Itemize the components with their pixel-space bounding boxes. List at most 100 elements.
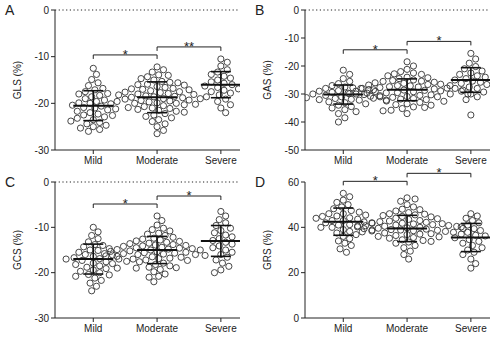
data-point xyxy=(208,89,214,95)
mean-line xyxy=(323,221,363,223)
data-point xyxy=(143,113,149,119)
y-tick xyxy=(301,227,305,228)
data-point xyxy=(140,86,146,92)
data-point xyxy=(407,248,413,254)
data-point xyxy=(149,69,155,75)
data-point xyxy=(434,94,440,100)
data-point xyxy=(484,81,490,87)
data-point xyxy=(149,105,155,111)
data-point xyxy=(229,241,235,247)
data-point xyxy=(93,98,99,104)
mean-line xyxy=(201,84,240,86)
y-axis-label: GAS (%) xyxy=(262,60,273,99)
data-point xyxy=(81,112,87,118)
data-point xyxy=(481,89,487,95)
data-point xyxy=(141,104,147,110)
marks xyxy=(305,50,490,125)
data-point xyxy=(157,90,163,96)
data-point xyxy=(106,272,112,278)
data-point xyxy=(353,109,359,115)
sd-cap xyxy=(147,236,167,238)
data-point xyxy=(355,223,361,229)
data-point xyxy=(103,253,109,259)
significance-label: * xyxy=(373,42,378,57)
data-point xyxy=(404,195,410,201)
data-point xyxy=(363,212,369,218)
data-point xyxy=(97,92,103,98)
sd-cap xyxy=(461,251,481,253)
mean-line xyxy=(451,237,490,239)
data-point xyxy=(170,234,176,240)
data-point xyxy=(393,102,399,108)
data-point xyxy=(127,248,133,254)
y-tick-label: -20 xyxy=(285,61,300,72)
y-tick-label: 0 xyxy=(293,313,299,324)
data-point xyxy=(154,131,160,137)
data-point xyxy=(466,60,472,66)
data-point xyxy=(213,257,219,263)
reference-line xyxy=(55,181,240,182)
data-point xyxy=(369,228,375,234)
sd-cap xyxy=(83,273,103,275)
data-point xyxy=(218,63,224,69)
data-point xyxy=(383,98,389,104)
data-point xyxy=(412,242,418,248)
data-point xyxy=(98,277,104,283)
data-point xyxy=(93,71,99,77)
data-point xyxy=(347,78,353,84)
data-point xyxy=(167,79,173,85)
data-point xyxy=(89,76,95,82)
data-point xyxy=(473,63,479,69)
data-point xyxy=(224,59,230,65)
x-tick xyxy=(343,318,344,322)
data-point xyxy=(170,85,176,91)
data-point xyxy=(434,216,440,222)
data-point xyxy=(135,91,141,97)
y-axis-label: GLS (%) xyxy=(12,61,23,99)
data-point xyxy=(417,217,423,223)
data-point xyxy=(235,86,240,92)
data-point xyxy=(97,263,103,269)
y-tick-label: -10 xyxy=(35,222,50,233)
x-tick-label: Mild xyxy=(334,155,352,166)
data-point xyxy=(227,90,233,96)
sd-cap xyxy=(397,78,417,80)
y-tick-label: 0 xyxy=(43,5,49,16)
x-tick xyxy=(220,318,221,322)
sd-cap xyxy=(83,120,103,122)
marks xyxy=(63,208,240,294)
significance-label: * xyxy=(373,173,378,188)
data-point xyxy=(406,256,412,262)
data-point xyxy=(218,267,224,273)
data-point xyxy=(122,89,128,95)
x-tick xyxy=(407,150,408,154)
data-point xyxy=(329,217,335,223)
data-point xyxy=(138,97,144,103)
sd-cap xyxy=(211,225,231,227)
data-point xyxy=(428,214,434,220)
data-point xyxy=(144,74,150,80)
data-point xyxy=(215,77,221,83)
data-point xyxy=(382,230,388,236)
data-point xyxy=(186,87,192,93)
significance-label: * xyxy=(123,47,128,62)
sd-cap xyxy=(333,234,353,236)
data-point xyxy=(143,257,149,263)
y-tick-label: 0 xyxy=(43,177,49,188)
data-point xyxy=(218,56,224,62)
data-point xyxy=(394,83,400,89)
data-point xyxy=(167,105,173,111)
data-point xyxy=(138,76,144,82)
data-point xyxy=(335,102,341,108)
y-tick xyxy=(51,227,55,228)
panel: BGAS (%)-50-40-30-20-100MildModerateSeve… xyxy=(255,2,491,166)
y-tick xyxy=(51,182,55,183)
data-point xyxy=(310,91,316,97)
data-point xyxy=(342,107,348,113)
data-point xyxy=(116,92,122,98)
data-point xyxy=(95,111,101,117)
data-point xyxy=(410,104,416,110)
data-point xyxy=(465,229,471,235)
data-point xyxy=(162,271,168,277)
data-point xyxy=(151,279,157,285)
